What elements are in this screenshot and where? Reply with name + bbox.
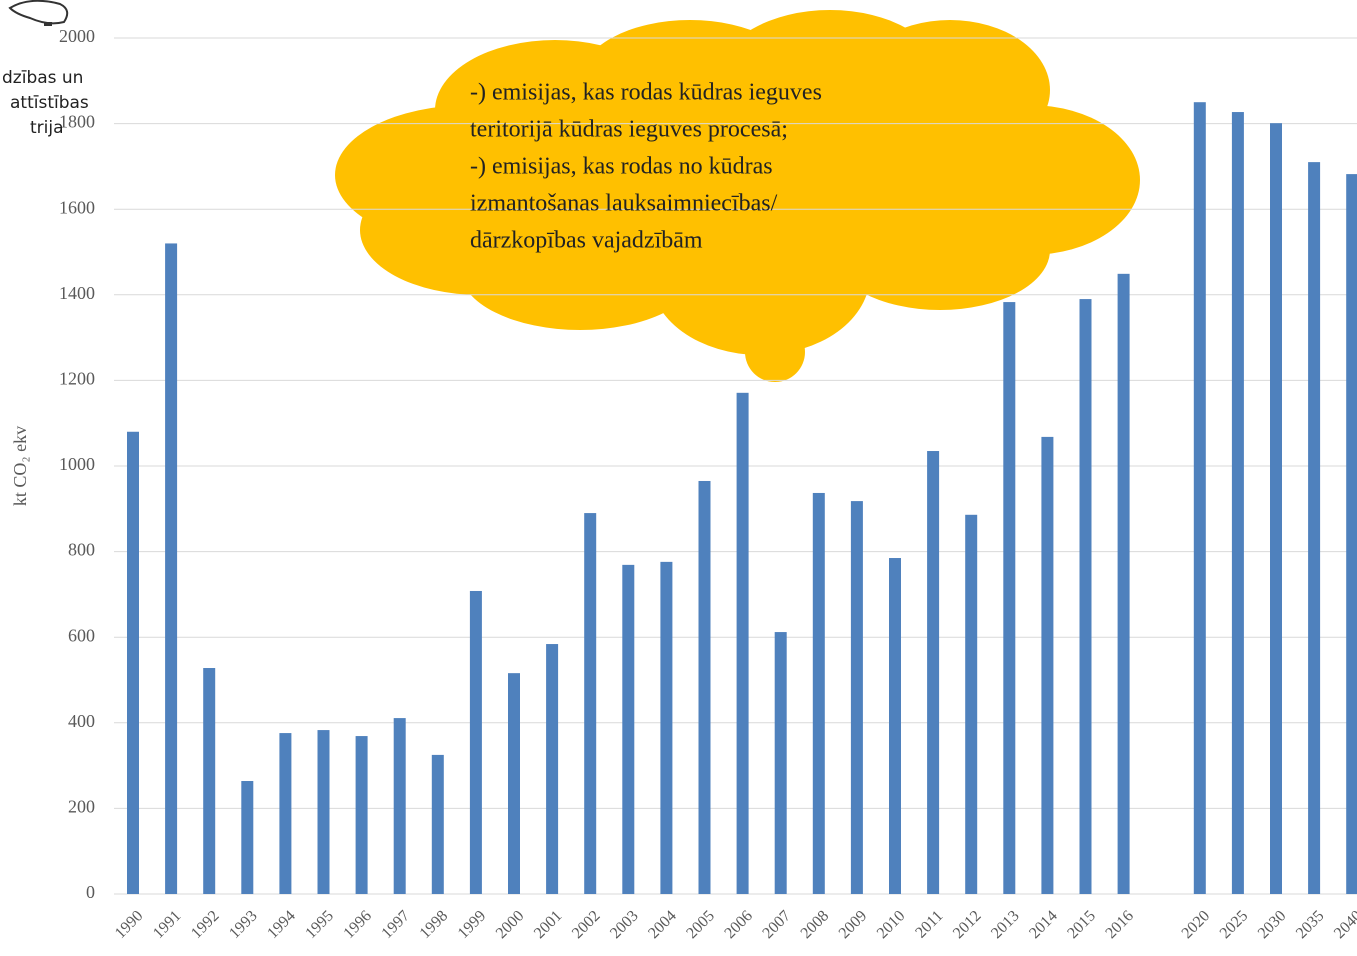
annotation-line: izmantošanas lauksaimniecības/ — [470, 191, 778, 217]
bar — [660, 561, 673, 894]
y-tick-label: 1600 — [59, 197, 95, 217]
bar — [736, 392, 749, 894]
x-tick-label: 2006 — [721, 907, 756, 942]
x-tick-label: 2011 — [912, 907, 946, 941]
x-tick-label: 1990 — [112, 907, 147, 942]
x-tick-label: 2001 — [531, 907, 566, 942]
bar — [622, 564, 635, 894]
x-tick-label: 2000 — [493, 907, 528, 942]
bar — [317, 730, 330, 894]
x-tick-label: 2008 — [798, 907, 833, 942]
logo-text: dzības un — [2, 68, 83, 88]
bar — [241, 781, 254, 894]
logo — [8, 0, 69, 26]
x-tick-label: 2010 — [874, 907, 909, 942]
bar — [1308, 162, 1321, 894]
x-tick-label: 1993 — [226, 907, 261, 942]
y-tick-label: 2000 — [59, 26, 95, 46]
bar — [1346, 174, 1357, 894]
annotation-line: -) emisijas, kas rodas kūdras ieguves — [470, 80, 822, 106]
logo-text: trija — [30, 118, 64, 138]
x-tick-label: 2030 — [1255, 907, 1290, 942]
x-tick-label: 2009 — [836, 907, 871, 942]
x-tick-label: 2004 — [645, 907, 680, 942]
bar — [1041, 436, 1054, 894]
x-tick-label: 1998 — [417, 907, 452, 942]
x-tick-label: 2007 — [759, 907, 794, 942]
y-tick-label: 1200 — [59, 369, 95, 389]
x-tick-label: 2005 — [683, 907, 718, 942]
x-tick-label: 2025 — [1217, 907, 1252, 942]
bar — [393, 718, 406, 894]
x-tick-label: 2002 — [569, 907, 604, 942]
x-tick-label: 2040 — [1331, 907, 1357, 942]
x-tick-label: 1997 — [378, 907, 413, 942]
x-tick-label: 2012 — [950, 907, 985, 942]
bar — [1231, 112, 1244, 894]
bar — [165, 243, 178, 894]
y-tick-label: 400 — [68, 711, 95, 731]
y-tick-label: 800 — [68, 540, 95, 560]
y-tick-label: 1800 — [59, 112, 95, 132]
x-tick-label: 1991 — [150, 907, 185, 942]
y-tick-label: 1000 — [59, 454, 95, 474]
x-tick-label: 2015 — [1064, 907, 1099, 942]
x-tick-label: 2020 — [1179, 907, 1214, 942]
y-tick-label: 0 — [86, 882, 95, 902]
bar — [546, 644, 559, 894]
x-tick-label: 1996 — [340, 907, 375, 942]
bar — [1079, 299, 1092, 895]
y-tick-label: 1400 — [59, 283, 95, 303]
bar — [1003, 302, 1016, 894]
bar — [508, 673, 520, 894]
bar — [927, 451, 940, 894]
y-axis-label: kt CO₂ ekv — [10, 426, 30, 506]
callout — [335, 10, 1140, 382]
bar — [203, 668, 216, 894]
bar — [812, 492, 825, 894]
bar — [355, 736, 368, 894]
x-tick-label: 1992 — [188, 907, 223, 942]
bar — [698, 480, 711, 894]
logo-text: attīstības — [10, 93, 89, 113]
x-tick-label: 2035 — [1293, 907, 1328, 942]
annotation-line: -) emisijas, kas rodas no kūdras — [470, 154, 773, 180]
bar — [469, 590, 482, 894]
bar — [584, 513, 597, 894]
bar — [127, 431, 139, 894]
bar — [850, 501, 863, 894]
x-tick-label: 2016 — [1102, 907, 1137, 942]
x-tick-label: 1995 — [302, 907, 337, 942]
annotation-line: teritorijā kūdras ieguves procesā; — [470, 117, 788, 143]
y-tick-label: 200 — [68, 797, 95, 817]
x-tick-label: 2003 — [607, 907, 642, 942]
x-tick-label: 1994 — [264, 907, 299, 942]
bar — [1270, 123, 1282, 894]
bar — [279, 733, 292, 894]
bar — [1193, 102, 1206, 894]
annotation-line: dārzkopības vajadzībām — [470, 228, 703, 254]
bar — [774, 632, 787, 894]
bar — [965, 514, 978, 894]
bar — [431, 754, 444, 894]
x-tick-label: 2014 — [1026, 907, 1061, 942]
bar — [889, 558, 901, 894]
x-tick-label: 2013 — [988, 907, 1023, 942]
x-tick-label: 1999 — [455, 907, 490, 942]
bar — [1117, 273, 1130, 894]
y-tick-label: 600 — [68, 625, 95, 645]
